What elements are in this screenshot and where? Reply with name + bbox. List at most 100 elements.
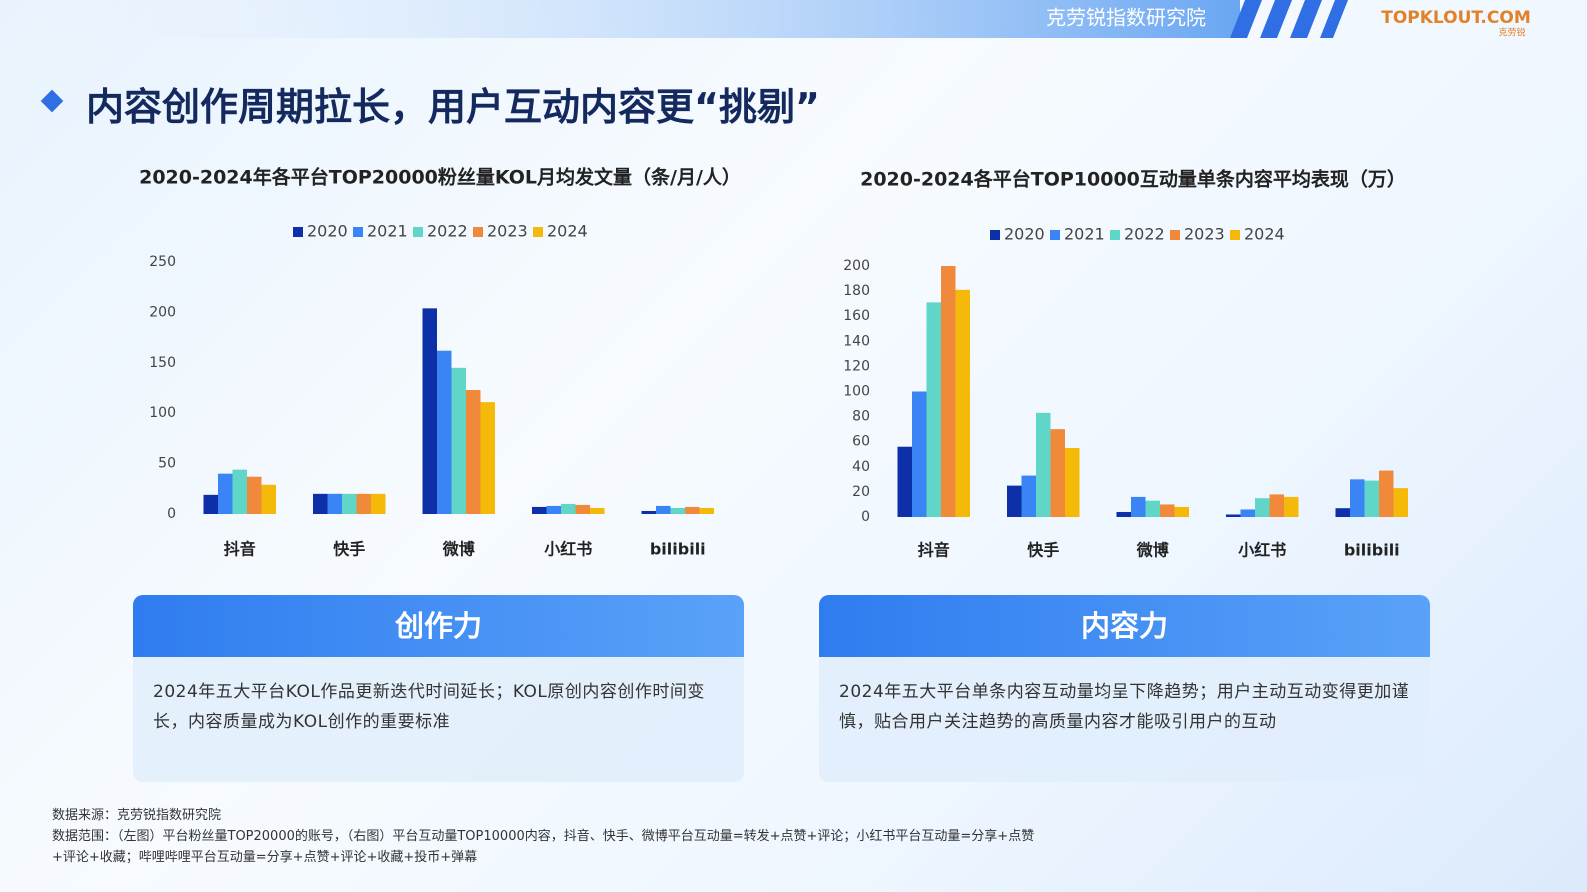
logo: TOPKLOUT.COM	[1381, 8, 1530, 28]
x-tick-label: bilibili	[1344, 541, 1400, 560]
y-tick-label: 100	[843, 384, 870, 400]
legend-label: 2023	[1184, 225, 1225, 244]
y-tick-label: 80	[852, 409, 870, 425]
bar	[1269, 494, 1284, 517]
bar	[1021, 475, 1036, 517]
bar	[1007, 485, 1022, 517]
bar	[532, 506, 547, 514]
y-tick-label: 180	[843, 283, 870, 299]
bar	[1364, 480, 1379, 517]
bar	[546, 505, 561, 514]
legend-swatch	[1230, 230, 1240, 240]
bar	[685, 506, 700, 514]
bar	[955, 289, 970, 517]
legend-label: 2021	[367, 222, 408, 241]
stripe	[1260, 0, 1292, 38]
stripe	[1290, 0, 1322, 38]
y-tick-label: 150	[149, 355, 176, 371]
header-bar	[0, 0, 1240, 38]
legend-label: 2020	[307, 222, 348, 241]
y-tick-label: 100	[149, 405, 176, 421]
x-tick-label: 小红书	[544, 540, 592, 559]
bar	[371, 493, 386, 514]
card-text: 2024年五大平台KOL作品更新迭代时间延长；KOL原创内容创作时间变长，内容质…	[153, 682, 705, 732]
bar	[1393, 488, 1408, 517]
legend-swatch	[353, 227, 363, 237]
bar	[1131, 496, 1146, 517]
card: 创作力 2024年五大平台KOL作品更新迭代时间延长；KOL原创内容创作时间变长…	[133, 595, 744, 782]
bar	[912, 391, 927, 517]
y-tick-label: 0	[167, 506, 176, 522]
bar	[656, 505, 671, 514]
y-tick-label: 200	[843, 258, 870, 274]
bar	[575, 504, 590, 514]
bullet	[40, 89, 64, 113]
bar	[1160, 504, 1175, 517]
bar	[1379, 470, 1394, 517]
bar	[466, 390, 481, 514]
x-tick-label: bilibili	[650, 540, 706, 559]
legend-label: 2020	[1004, 225, 1045, 244]
bar	[1255, 498, 1270, 517]
bar	[699, 507, 714, 514]
bar	[941, 266, 956, 517]
bar	[422, 308, 437, 514]
bar	[1116, 511, 1131, 517]
legend-label: 2022	[427, 222, 468, 241]
bar	[1050, 429, 1065, 517]
card-heading: 内容力	[819, 595, 1430, 657]
x-tick-label: 小红书	[1238, 541, 1286, 560]
footer-scope: 数据范围：（左图）平台粉丝量TOP20000的账号，（右图）平台互动量TOP10…	[52, 829, 1035, 865]
legend-label: 2021	[1064, 225, 1105, 244]
x-tick-label: 微博	[1136, 541, 1169, 560]
footer: 数据来源：克劳锐指数研究院 数据范围：（左图）平台粉丝量TOP20000的账号，…	[52, 805, 1052, 868]
bar	[1145, 500, 1160, 517]
y-tick-label: 40	[852, 459, 870, 475]
y-tick-label: 120	[843, 358, 870, 374]
bar	[1036, 412, 1051, 517]
legend-swatch	[473, 227, 483, 237]
bar	[590, 507, 605, 514]
legend-swatch	[413, 227, 423, 237]
bar	[1284, 496, 1299, 517]
bar	[641, 510, 656, 514]
bar	[342, 493, 357, 514]
bar	[451, 367, 466, 514]
bar	[327, 493, 342, 514]
x-tick-label: 快手	[333, 540, 365, 559]
legend-swatch	[1110, 230, 1120, 240]
legend-label: 2024	[1244, 225, 1285, 244]
bar	[203, 494, 218, 514]
chart-title: 2020-2024年各平台TOP20000粉丝量KOL月均发文量（条/月/人）	[139, 166, 741, 189]
bar	[313, 493, 328, 514]
bar	[670, 507, 685, 514]
header-org: 克劳锐指数研究院	[1046, 6, 1206, 30]
card: 内容力 2024年五大平台单条内容互动量均呈下降趋势；用户主动互动变得更加谨慎，…	[819, 595, 1430, 782]
bar	[897, 446, 912, 517]
y-tick-label: 250	[149, 254, 176, 270]
bar	[247, 476, 262, 514]
y-tick-label: 0	[861, 509, 870, 525]
legend-swatch	[1050, 230, 1060, 240]
legend-label: 2024	[547, 222, 588, 241]
y-tick-label: 140	[843, 333, 870, 349]
bar	[1350, 479, 1365, 517]
x-tick-label: 微博	[442, 540, 475, 559]
bar	[1065, 447, 1080, 517]
legend-swatch	[1170, 230, 1180, 240]
bar	[1226, 514, 1241, 517]
bar	[232, 469, 247, 514]
bar	[356, 493, 371, 514]
x-tick-label: 抖音	[918, 541, 950, 560]
bar	[218, 473, 233, 514]
y-tick-label: 160	[843, 308, 870, 324]
footer-source: 数据来源：克劳锐指数研究院	[52, 808, 222, 823]
bar	[561, 503, 576, 514]
stripe	[1320, 0, 1348, 38]
legend-swatch	[533, 227, 543, 237]
x-tick-label: 快手	[1027, 541, 1059, 560]
y-tick-label: 50	[158, 456, 176, 472]
legend-label: 2023	[487, 222, 528, 241]
